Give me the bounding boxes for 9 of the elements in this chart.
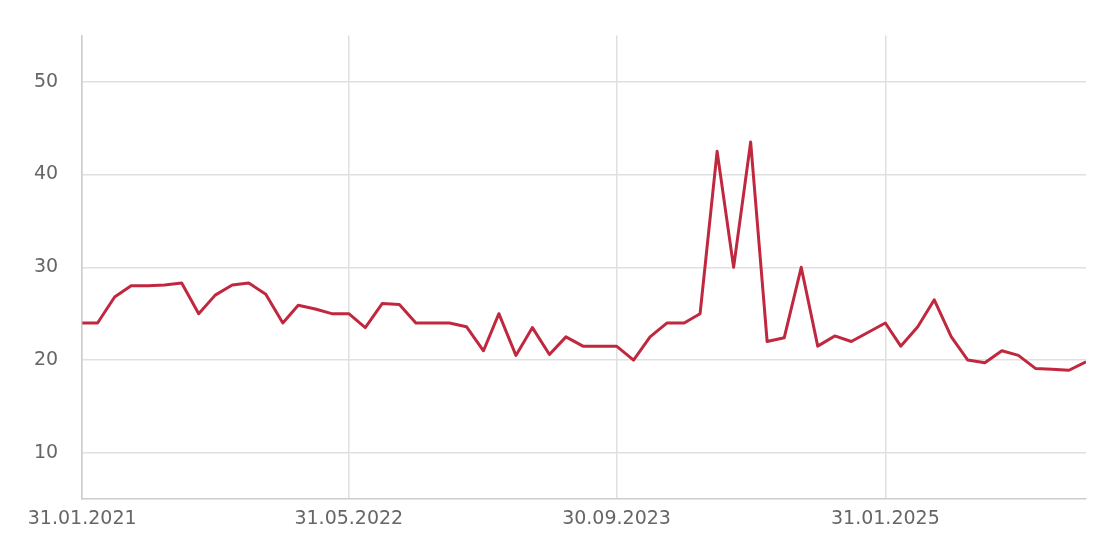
y-tick-label: 50 xyxy=(33,68,59,91)
y-tick-label: 10 xyxy=(33,439,59,462)
x-tick-label: 31.05.2022 xyxy=(294,505,404,528)
x-tick-label: 31.01.2021 xyxy=(27,505,137,528)
y-tick-label: 30 xyxy=(33,254,59,277)
y-tick-label: 20 xyxy=(33,347,59,369)
y-tick-label: 40 xyxy=(33,161,59,184)
x-tick-label: 30.09.2023 xyxy=(562,505,671,528)
x-tick-label: 31.01.2025 xyxy=(830,505,940,528)
